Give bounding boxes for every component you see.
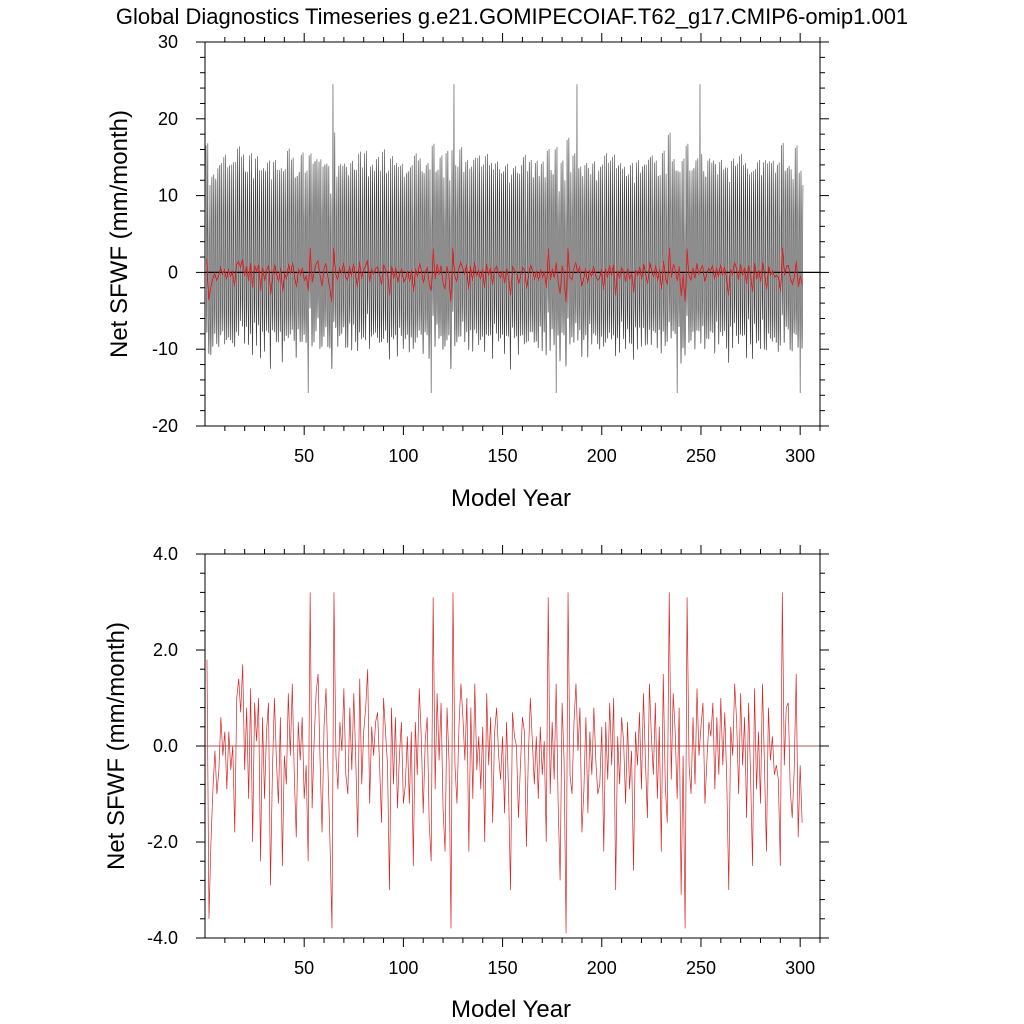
y-tick-label: 10 [158,186,178,206]
chart-title: Global Diagnostics Timeseries g.e21.GOMI… [116,4,908,29]
x-tick-label: 250 [686,446,716,466]
x-tick-label: 50 [294,446,314,466]
plot-lines [205,592,820,934]
annual-mean-line [206,592,803,934]
top-plot-area [204,41,821,427]
x-tick-label: 300 [785,958,815,978]
y-tick-label: 20 [158,109,178,129]
annual-mean-line [206,247,803,303]
bottom-x-axis-label: Model Year [451,996,571,1023]
y-tick-label: 2.0 [153,640,178,660]
top-panel: -20 -10 0 10 20 30 50 100 150 200 250 300 Model Ye… [106,32,829,512]
x-tick-label: 250 [686,958,716,978]
x-tick-label: 300 [785,446,815,466]
y-tick-label: 0.0 [153,736,178,756]
top-x-tick-labels: 50 100 150 200 250 300 [294,446,815,466]
monthly-series-line [205,84,804,393]
top-axis-ticks [196,33,829,435]
y-tick-label: -4.0 [147,928,178,948]
bottom-axis-ticks [196,545,829,947]
top-y-axis-label: Net SFWF (mm/month) [106,110,133,358]
x-tick-label: 100 [388,958,418,978]
x-tick-label: 200 [587,446,617,466]
y-tick-label: 0 [168,262,178,282]
y-tick-label: 30 [158,32,178,52]
x-tick-label: 100 [388,446,418,466]
bottom-y-axis-label: Net SFWF (mm/month) [103,622,130,870]
plot-frame [204,41,821,427]
bottom-panel: -4.0 -2.0 0.0 2.0 4.0 50 100 150 200 250 300 Mode… [103,544,829,1023]
y-tick-label: -10 [152,339,178,359]
y-tick-label: -20 [152,416,178,436]
x-tick-label: 200 [587,958,617,978]
bottom-y-tick-labels: -4.0 -2.0 0.0 2.0 4.0 [147,544,178,948]
x-tick-label: 150 [488,958,518,978]
top-y-tick-labels: -20 -10 0 10 20 30 [152,32,178,436]
y-tick-label: -2.0 [147,832,178,852]
x-tick-label: 150 [488,446,518,466]
top-x-axis-label: Model Year [451,485,571,512]
bottom-x-tick-labels: 50 100 150 200 250 300 [294,958,815,978]
x-tick-label: 50 [294,958,314,978]
plot-lines [205,84,820,393]
y-tick-label: 4.0 [153,544,178,564]
bottom-plot-area [204,553,821,939]
